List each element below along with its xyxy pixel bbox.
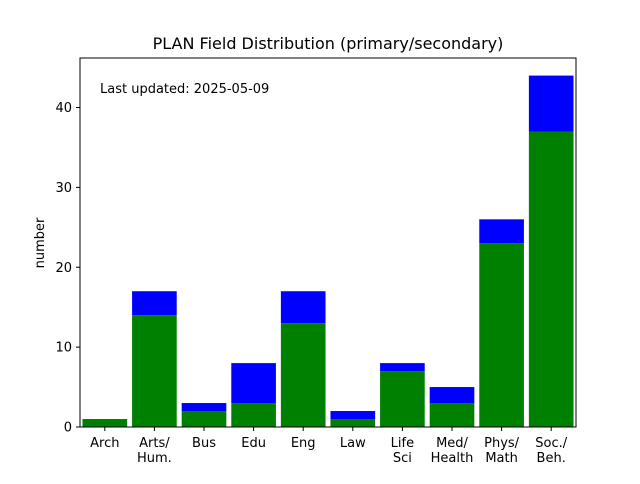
bar-arch-series-1 [82,419,128,427]
bar-lifesci-series-2 [380,363,425,372]
last-updated-annotation: Last updated: 2025-05-09 [100,82,269,97]
x-tick-label: Life [391,436,414,451]
y-tick-label: 40 [55,101,72,116]
bar-socbeh-series-1 [528,131,574,427]
x-tick-label: Beh. [537,451,566,466]
y-tick-label: 10 [55,341,72,356]
bar-eng-series-1 [280,323,326,427]
y-tick-label: 30 [55,181,72,196]
x-tick-label: Soc./ [535,436,567,451]
bar-artshum-series-2 [132,291,177,316]
bar-medhealth-series-1 [429,403,475,427]
bar-lifesci-series-1 [380,371,425,427]
bar-physmath-series-2 [479,219,524,244]
plot-frame [79,57,577,428]
chart-title: PLAN Field Distribution (primary/seconda… [153,34,504,53]
bar-physmath-series-1 [479,243,524,427]
bar-medhealth-series-2 [429,387,475,404]
x-tick-label: Math [485,451,518,466]
x-tick-label: Law [340,436,366,451]
y-axis-label: number [33,217,48,268]
y-tick-label: 20 [55,261,72,276]
bar-bus-series-1 [181,411,227,427]
x-tick-label: Hum. [137,451,172,466]
x-tick-label: Eng [291,436,316,451]
bar-bus-series-2 [181,403,227,412]
bar-law-series-1 [330,419,376,427]
bar-artshum-series-1 [132,315,177,427]
x-tick-label: Med/ [436,436,468,451]
x-tick-label: Arch [90,436,119,451]
bar-law-series-2 [330,411,376,420]
x-tick-label: Phys/ [484,436,520,451]
x-tick-label: Arts/ [139,436,170,451]
x-tick-label: Sci [393,451,412,466]
bar-socbeh-series-2 [528,75,574,132]
bar-edu-series-2 [231,363,276,404]
bars-layer [82,75,574,427]
bar-eng-series-2 [280,291,326,324]
x-tick-label: Edu [241,436,266,451]
x-tick-label: Health [431,451,474,466]
y-tick-label: 0 [64,421,72,436]
x-tick-label: Bus [192,436,216,451]
bar-edu-series-1 [231,403,276,427]
